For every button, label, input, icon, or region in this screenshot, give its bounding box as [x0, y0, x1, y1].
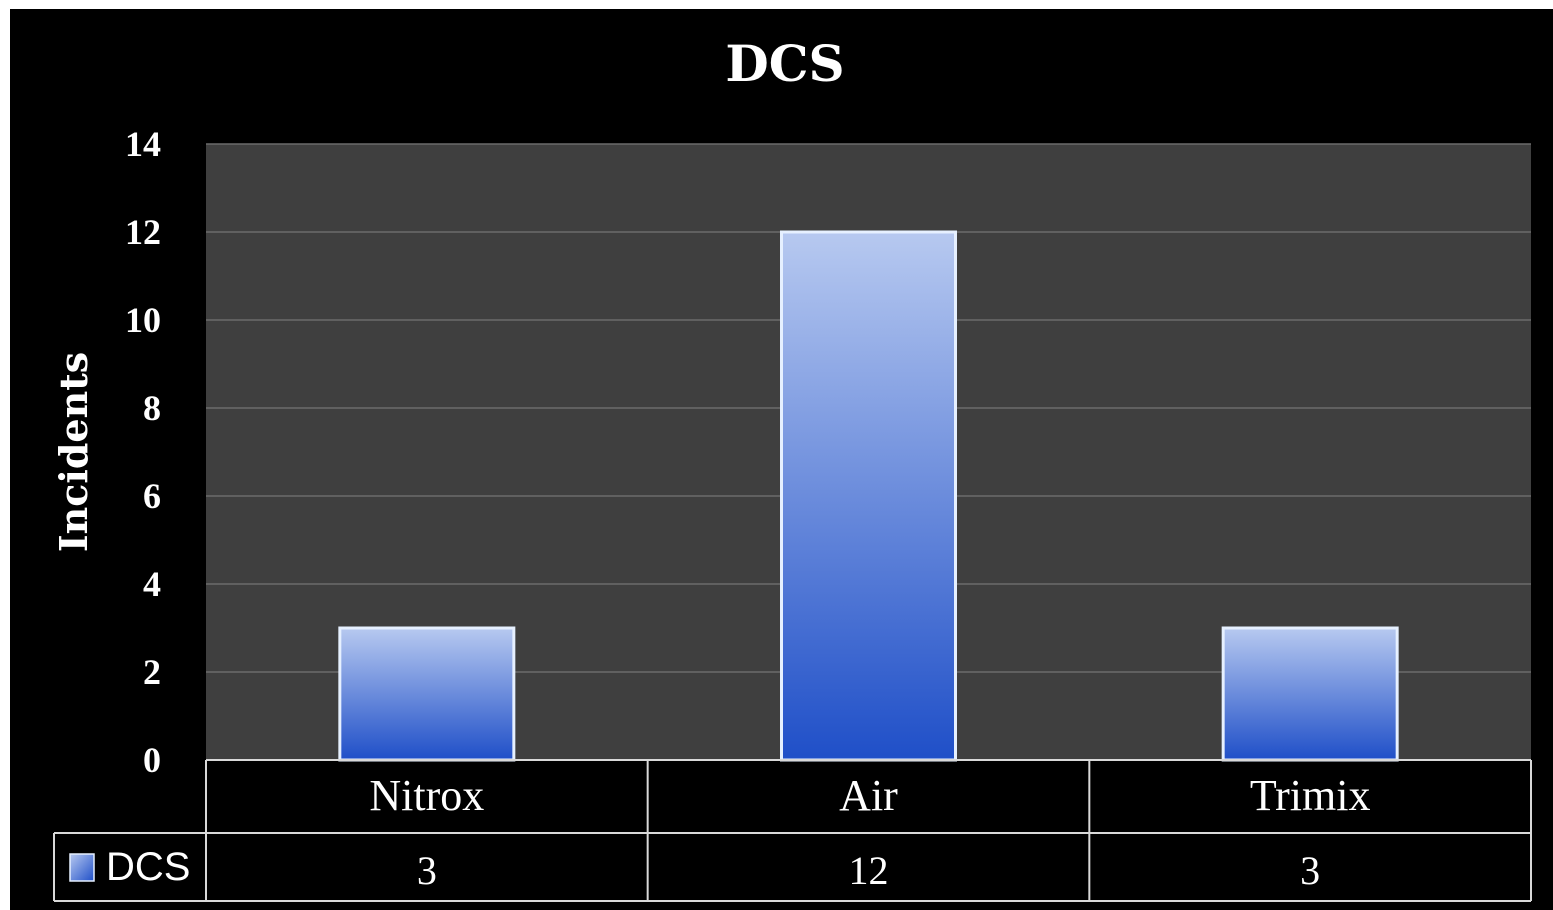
y-tick-label: 8	[143, 388, 161, 428]
table-value: 3	[1300, 848, 1320, 893]
chart-area: DCS 0 2 4 6 8 10 12 14 Incidents Nitrox 3 Air 12 Tr…	[10, 9, 1553, 910]
bar-trimix	[1221, 626, 1399, 762]
y-tick-label: 4	[143, 564, 161, 604]
chart-svg: DCS 0 2 4 6 8 10 12 14 Incidents Nitrox 3 Air 12 Tr…	[51, 34, 1532, 902]
x-category-label: Nitrox	[369, 771, 484, 820]
y-axis-ticks: 0 2 4 6 8 10 12 14	[125, 124, 161, 780]
x-category-label: Air	[839, 771, 898, 820]
legend-swatch	[69, 853, 95, 882]
table-value: 3	[417, 848, 437, 893]
y-tick-label: 12	[125, 212, 161, 252]
y-tick-label: 0	[143, 740, 161, 780]
x-category-label: Trimix	[1250, 771, 1371, 820]
bar-air	[780, 230, 957, 762]
y-axis-label: Incidents	[51, 352, 96, 552]
y-tick-label: 2	[143, 652, 161, 692]
legend-series-name: DCS	[106, 845, 190, 889]
y-tick-label: 14	[125, 124, 161, 164]
y-tick-label: 6	[143, 476, 161, 516]
y-tick-label: 10	[125, 300, 161, 340]
data-table: Nitrox 3 Air 12 Trimix 3 DCS	[53, 759, 1532, 902]
bar-nitrox	[338, 626, 516, 762]
chart-title: DCS	[725, 34, 844, 93]
table-value: 12	[849, 848, 889, 893]
